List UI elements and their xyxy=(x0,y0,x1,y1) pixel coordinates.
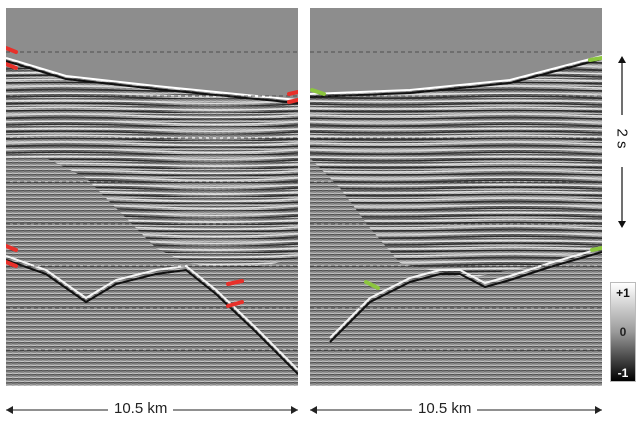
red-marker xyxy=(6,46,18,54)
time-scale-bar xyxy=(610,55,634,230)
distance-scale-left: 10.5 km xyxy=(4,400,300,420)
green-marker xyxy=(590,246,602,252)
red-marker xyxy=(226,300,244,308)
colorbar-max-label: +1 xyxy=(616,286,630,300)
green-marker xyxy=(588,56,602,62)
green-marker xyxy=(364,280,380,290)
seismic-section-left xyxy=(6,8,298,386)
red-marker xyxy=(226,279,244,286)
red-marker xyxy=(287,90,298,96)
red-marker xyxy=(6,244,18,252)
colorbar-mid-label: 0 xyxy=(619,325,627,339)
amplitude-colorbar xyxy=(610,282,636,382)
seismic-section-right xyxy=(310,8,602,386)
red-marker xyxy=(6,260,18,268)
seismic-image-left xyxy=(6,8,298,386)
red-marker xyxy=(6,62,18,70)
green-marker xyxy=(310,88,326,96)
time-scale-label: 2 s xyxy=(613,128,631,149)
distance-scale-left-label: 10.5 km xyxy=(108,400,174,417)
red-marker xyxy=(287,98,298,104)
distance-scale-right: 10.5 km xyxy=(308,400,604,420)
colorbar-min-label: -1 xyxy=(617,366,629,380)
distance-scale-right-label: 10.5 km xyxy=(412,400,478,417)
seismic-image-right xyxy=(310,8,602,386)
